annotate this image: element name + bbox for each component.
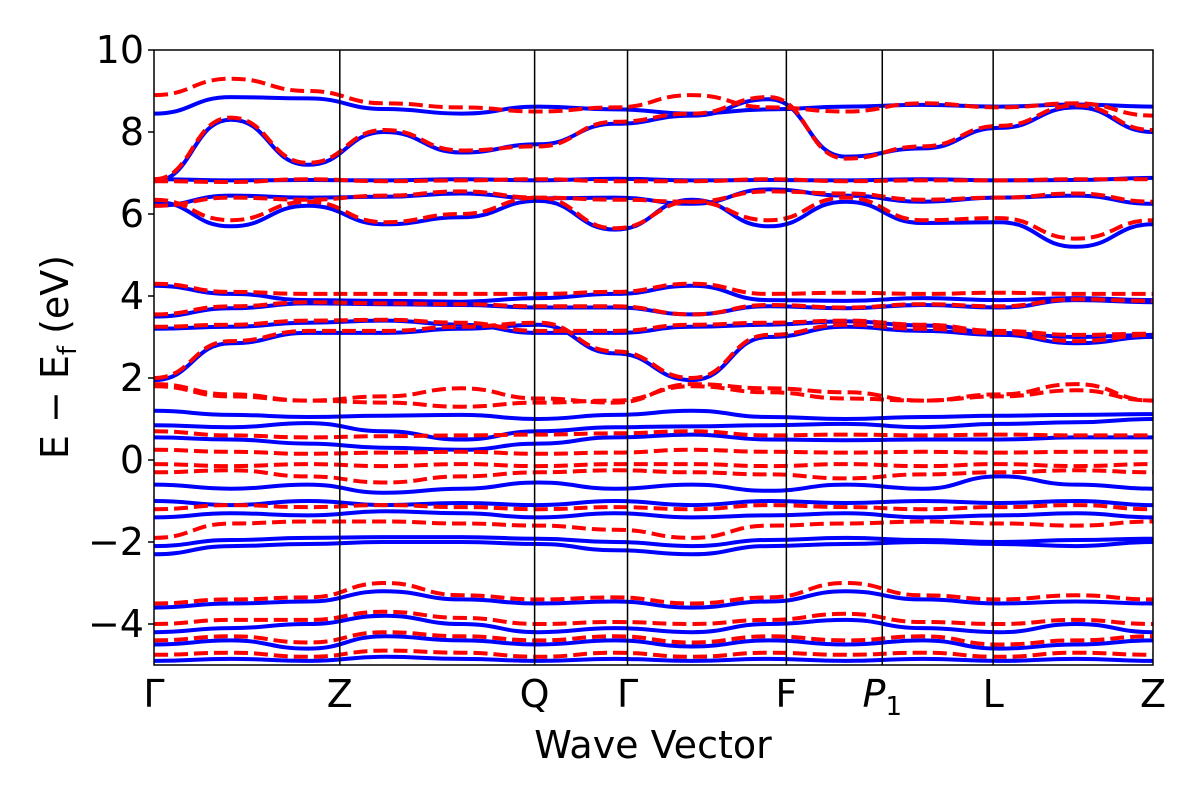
band-line: [154, 503, 1153, 512]
band-series-2: [154, 76, 1153, 659]
band-line: [154, 589, 1153, 610]
band-line: [154, 634, 1153, 651]
band-line: [154, 281, 1153, 296]
y-axis-title-unit: (eV): [33, 255, 77, 334]
band-line: [154, 654, 1153, 663]
x-tick-label: Γ: [143, 672, 164, 716]
band-line: [154, 474, 1153, 495]
y-tick-label: 0: [120, 438, 144, 482]
band-line: [154, 76, 1153, 118]
y-tick-label: −2: [88, 520, 144, 564]
band-line: [154, 462, 1153, 469]
y-tick-label: 4: [120, 274, 144, 318]
band-line: [154, 613, 1153, 635]
band-line: [154, 509, 1153, 520]
band-line: [154, 432, 1153, 452]
band-line: [154, 498, 1153, 508]
y-tick-label: 10: [96, 28, 144, 72]
band-line: [154, 283, 1153, 304]
x-tick-label: Q: [520, 672, 550, 716]
y-axis: −4 −2 0 2 4 6 8 10: [88, 28, 154, 646]
y-axis-title-subscript: f: [53, 345, 83, 355]
x-axis-title: Wave Vector: [534, 723, 772, 767]
y-tick-label: 2: [120, 356, 144, 400]
band-line: [154, 580, 1153, 606]
y-axis-title-main: E − E: [33, 355, 77, 459]
band-line: [154, 95, 1153, 182]
x-tick-label: L: [983, 672, 1004, 716]
plot-area: [154, 76, 1153, 663]
band-line: [154, 519, 1153, 540]
band-line: [154, 609, 1153, 627]
y-axis-title: E − Ef (eV): [33, 255, 83, 459]
x-tick-label: P1: [863, 672, 902, 722]
band-line: [154, 317, 1153, 337]
y-tick-label: −4: [88, 602, 144, 646]
band-line: [154, 447, 1153, 456]
band-line: [154, 95, 1153, 116]
x-tick-label: F: [775, 672, 797, 716]
band-line: [154, 320, 1153, 381]
band-line: [154, 408, 1153, 422]
band-line: [154, 417, 1153, 442]
band-line: [154, 177, 1153, 185]
x-tick-label: Z: [1140, 672, 1166, 716]
x-tick-label: Z: [327, 672, 353, 716]
band-line: [154, 468, 1153, 485]
plot-frame: [153, 49, 1154, 666]
band-line: [154, 429, 1153, 440]
band-line: [154, 539, 1153, 557]
x-axis: Γ Z Q Γ F P1 L Z: [143, 672, 1166, 722]
band-line: [154, 195, 1153, 241]
band-line: [154, 384, 1153, 409]
x-tick-label: Γ: [617, 672, 638, 716]
band-line: [154, 630, 1153, 647]
band-line: [154, 648, 1153, 659]
y-tick-label: 6: [120, 192, 144, 236]
high-symmetry-lines: [339, 50, 994, 665]
band-line: [154, 189, 1153, 208]
y-tick-label: 8: [120, 110, 144, 154]
